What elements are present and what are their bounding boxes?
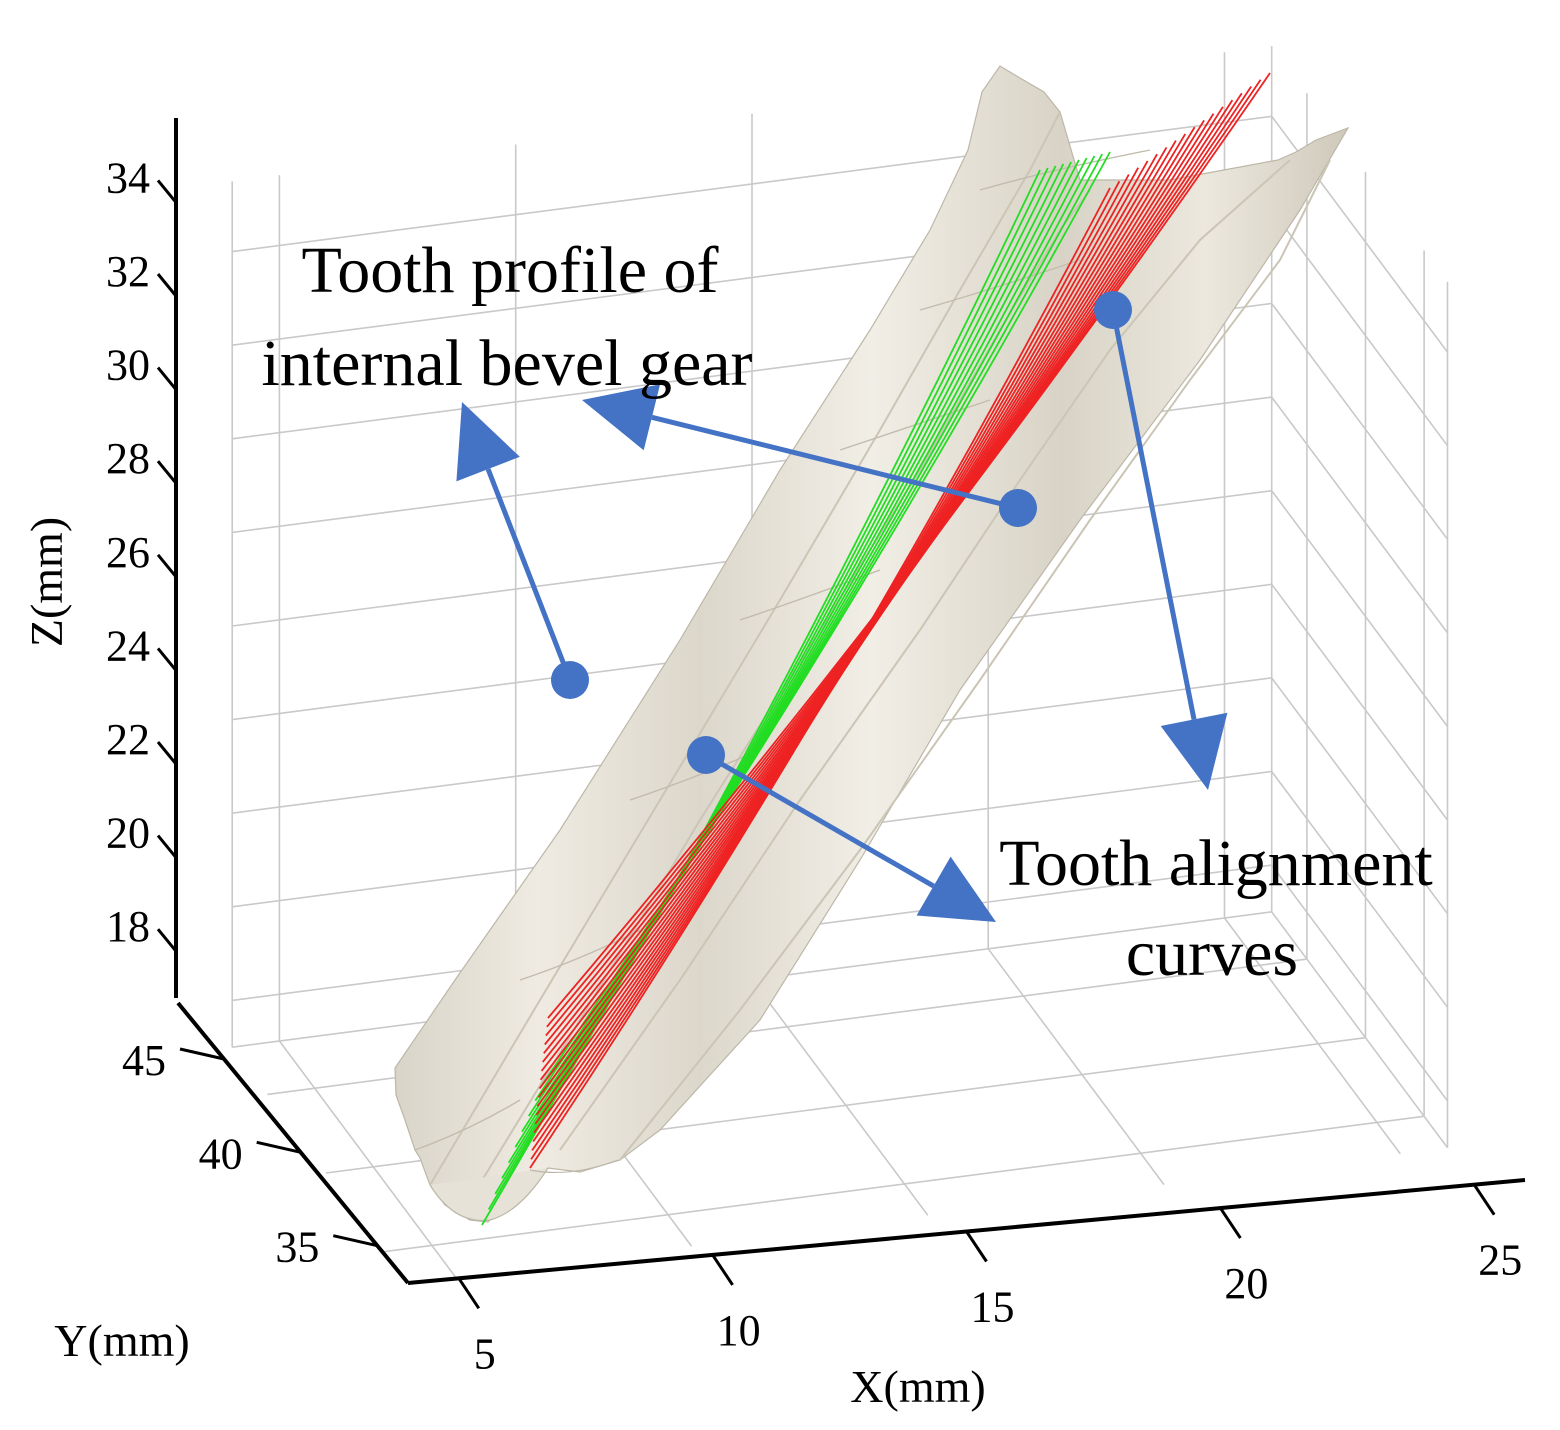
grid-edge <box>1271 911 1449 1149</box>
x-tick-label: 15 <box>971 1283 1015 1332</box>
arrow-dot <box>1094 291 1132 329</box>
arrow-profile-left <box>456 402 589 699</box>
grid-line <box>1223 917 1401 1155</box>
z-tick-label: 18 <box>106 902 150 951</box>
z-tick <box>156 741 178 765</box>
y-tick-label: 35 <box>275 1223 319 1272</box>
tooth-alignment-curve-green <box>501 163 1065 1179</box>
x-tick <box>711 1254 734 1286</box>
surface-ridge <box>429 111 1061 1186</box>
annotation-profile: Tooth profile of internal bevel gear <box>261 234 752 400</box>
axis-titles: Z(mm) Y(mm) X(mm) <box>21 517 986 1412</box>
z-tick-label: 26 <box>106 528 150 577</box>
grid-line <box>384 1115 1425 1253</box>
arrow-alignment-top <box>1094 291 1228 790</box>
arrow-dot <box>687 736 725 774</box>
annotation-alignment-line2: curves <box>1126 917 1298 990</box>
z-tick-label: 22 <box>106 715 150 764</box>
annotation-profile-line2: internal bevel gear <box>261 327 752 400</box>
z-tick <box>156 366 178 391</box>
arrow-head <box>1160 712 1228 790</box>
x-tick <box>1472 1183 1496 1216</box>
arrow-head <box>916 856 996 922</box>
z-tick <box>156 553 178 578</box>
z-tick-label: 30 <box>106 341 150 390</box>
z-tick <box>156 834 178 859</box>
annotation-arrows <box>456 291 1228 922</box>
z-tick <box>156 647 178 672</box>
z-tick-label: 32 <box>106 247 150 296</box>
z-tick <box>156 179 178 204</box>
x-tick-label: 10 <box>717 1306 761 1355</box>
z-tick-label: 28 <box>106 434 150 483</box>
annotation-profile-line1: Tooth profile of <box>302 234 719 307</box>
tooth-alignment-curve-green <box>494 165 1057 1195</box>
grid-line <box>278 1040 456 1278</box>
grid-line <box>1271 864 1449 1102</box>
annotation-alignment-line1: Tooth alignment <box>999 827 1432 900</box>
y-tick-label: 40 <box>199 1129 243 1178</box>
arrow-shaft <box>651 414 1019 511</box>
arrow-alignment-left <box>687 736 996 922</box>
annotation-alignment: Tooth alignment curves <box>999 827 1432 990</box>
y-tick <box>332 1234 378 1248</box>
y-axis-line <box>176 1001 410 1285</box>
arrow-shaft <box>485 468 573 681</box>
z-tick-label: 34 <box>106 153 150 202</box>
y-tick <box>179 1047 225 1061</box>
x-tick-label: 20 <box>1224 1259 1268 1308</box>
surface-ridge <box>559 159 1291 1151</box>
tooth-alignment-curve-red <box>547 72 1271 1019</box>
tooth-alignment-curve-green <box>541 151 1111 1086</box>
tooth-alignment-curve-green <box>514 159 1080 1148</box>
arrow-dot <box>551 661 589 699</box>
grid-line <box>987 948 1165 1186</box>
tick-labels: 18 20 22 24 26 28 30 32 34 35 40 45 5 10 15 20 25 <box>106 153 1522 1378</box>
y-axis-label: Y(mm) <box>54 1315 189 1366</box>
x-tick-label: 5 <box>474 1329 496 1378</box>
z-tick <box>156 460 178 485</box>
z-tick <box>156 928 178 953</box>
arrow-profile-right <box>582 384 1037 527</box>
z-tick-label: 24 <box>106 621 150 670</box>
surface-profile-arc <box>979 149 1151 191</box>
axes <box>156 118 1526 1310</box>
z-axis-label: Z(mm) <box>21 517 72 647</box>
arrow-head <box>582 384 661 451</box>
z-tick-label: 20 <box>106 809 150 858</box>
arrow-dot <box>999 489 1037 527</box>
y-tick-label: 45 <box>122 1036 166 1085</box>
x-tick-label: 25 <box>1478 1236 1522 1285</box>
surface-ridge <box>619 159 1331 1161</box>
arrow-shaft <box>1110 309 1197 720</box>
grid-line <box>1271 677 1449 915</box>
grid-line <box>751 979 929 1216</box>
arrow-head <box>456 402 520 482</box>
grid-line <box>1271 396 1449 634</box>
surface-end-cap <box>529 1159 619 1174</box>
grid-line <box>1271 771 1449 1008</box>
tooth-alignment-curves <box>481 72 1271 1226</box>
y-tick <box>256 1140 302 1154</box>
surface-profile-arc <box>839 399 991 451</box>
grid-line <box>1271 583 1449 821</box>
x-axis-label: X(mm) <box>850 1361 985 1412</box>
grid-line <box>1271 209 1449 447</box>
arrow-shaft <box>704 752 935 889</box>
grid-line <box>1271 303 1449 540</box>
z-tick <box>156 273 178 297</box>
x-tick <box>457 1277 481 1310</box>
surface-profile-arc <box>414 1099 521 1151</box>
x-tick <box>1219 1207 1242 1239</box>
grid-line <box>1271 490 1449 727</box>
x-tick <box>965 1230 988 1263</box>
surface-end-cap <box>429 1167 549 1222</box>
tooth-alignment-curve-green <box>521 157 1088 1133</box>
